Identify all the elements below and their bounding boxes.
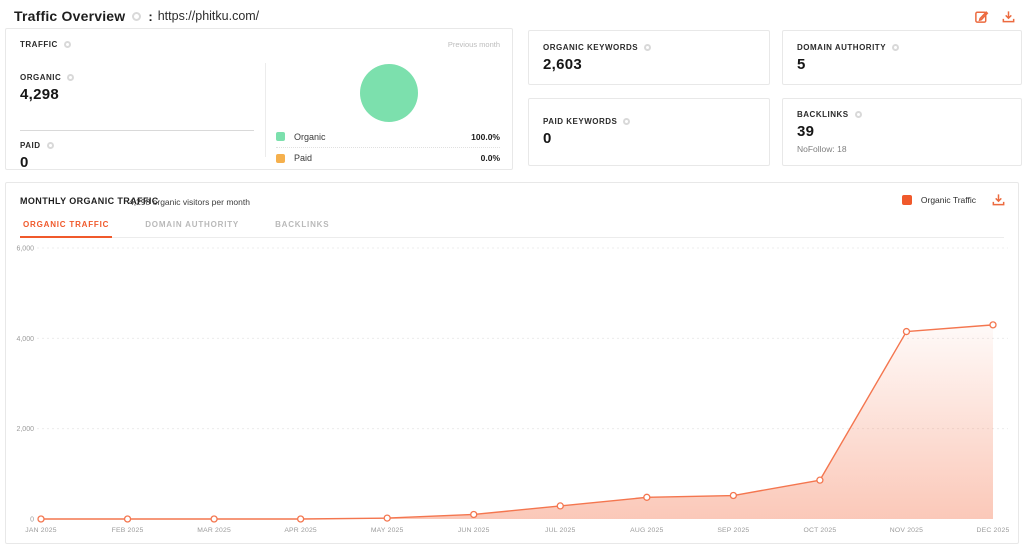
domain-authority-card: DOMAIN AUTHORITY 5	[782, 30, 1022, 85]
legend-percentage: 100.0%	[471, 131, 500, 142]
chart-point[interactable]	[816, 476, 824, 484]
domain-authority-value: 5	[797, 55, 806, 73]
previous-month-label: Previous month	[447, 40, 500, 49]
divider	[20, 130, 254, 131]
chart-point[interactable]	[989, 321, 997, 329]
paid-label: PAID	[20, 141, 41, 150]
legend-label: Paid	[294, 153, 313, 163]
chart-point[interactable]	[210, 515, 218, 523]
info-icon[interactable]	[623, 118, 631, 125]
chart-point[interactable]	[470, 510, 478, 519]
tab-domain-authority[interactable]: DOMAIN AUTHORITY	[145, 220, 240, 229]
organic-traffic-line-chart: 0 2,000 4,000 6,000 JAN 2025 FEB 2025 MAR 2025…	[16, 246, 1010, 535]
card-label: BACKLINKS	[797, 110, 849, 119]
edit-icon[interactable]	[974, 9, 989, 24]
svg-text:0: 0	[30, 517, 34, 524]
chart-point[interactable]	[729, 491, 738, 500]
chart-point[interactable]	[902, 327, 911, 336]
paid-keywords-card: PAID KEYWORDS 0	[528, 98, 770, 166]
page-title: Traffic Overview	[14, 8, 126, 24]
tab-backlinks[interactable]: BACKLINKS	[275, 220, 330, 229]
svg-text:JAN 2025: JAN 2025	[25, 527, 56, 534]
info-icon[interactable]	[132, 11, 142, 21]
chart-point[interactable]	[296, 515, 305, 523]
organic-keywords-card: ORGANIC KEYWORDS 2,603	[528, 30, 770, 85]
chart-point[interactable]	[383, 514, 391, 522]
download-icon[interactable]	[991, 192, 1006, 207]
info-icon[interactable]	[644, 43, 652, 51]
section-title: MONTHLY ORGANIC TRAFFIC	[20, 196, 159, 206]
backlinks-card: BACKLINKS 39 NoFollow: 18	[782, 98, 1022, 166]
paid-keywords-value: 0	[543, 130, 552, 147]
organic-keywords-value: 2,603	[543, 55, 583, 73]
card-label: PAID KEYWORDS	[543, 117, 618, 126]
chart-point[interactable]	[643, 493, 651, 501]
download-icon[interactable]	[1001, 9, 1016, 24]
legend-label: Organic	[294, 131, 326, 142]
chart-point[interactable]	[556, 502, 564, 510]
svg-text:JUN 2025: JUN 2025	[458, 527, 490, 534]
section-subtitle: 4,298 organic visitors per month	[129, 196, 250, 207]
organic-traffic-swatch	[901, 194, 912, 205]
svg-text:6,000: 6,000	[16, 246, 34, 253]
svg-text:SEP 2025: SEP 2025	[717, 527, 749, 534]
chart-point[interactable]	[37, 515, 45, 523]
svg-text:4,000: 4,000	[16, 336, 34, 343]
legend-percentage: 0.0%	[480, 153, 500, 163]
svg-text:MAR 2025: MAR 2025	[197, 527, 231, 534]
svg-text:JUL 2025: JUL 2025	[545, 527, 575, 534]
organic-traffic-value: 4,298	[20, 86, 60, 103]
traffic-panel: TRAFFIC ORGANIC 4,298 PAID 0 Previous mo…	[5, 28, 513, 171]
pie-legend: Organic 100.0% Paid 0.0%	[276, 126, 500, 168]
chart-point[interactable]	[123, 515, 132, 523]
info-icon[interactable]	[63, 41, 71, 48]
info-icon[interactable]	[892, 43, 900, 51]
chart-legend-label: Organic Traffic	[920, 194, 976, 205]
organic-label: ORGANIC	[20, 73, 62, 82]
svg-text:FEB 2025: FEB 2025	[112, 527, 144, 534]
svg-text:APR 2025: APR 2025	[284, 527, 317, 534]
svg-text:OCT 2025: OCT 2025	[803, 527, 836, 534]
vertical-divider	[265, 63, 266, 157]
paid-traffic-value: 0	[20, 154, 29, 171]
info-icon[interactable]	[46, 142, 54, 149]
chart-tabs: ORGANIC TRAFFIC DOMAIN AUTHORITY BACKLIN…	[20, 214, 1004, 238]
organic-swatch	[276, 132, 285, 141]
nofollow-count: NoFollow: 18	[797, 144, 847, 154]
site-url: https://phitku.com/	[157, 9, 260, 23]
traffic-label: TRAFFIC	[20, 40, 58, 49]
card-label: ORGANIC KEYWORDS	[543, 42, 639, 52]
page-header: Traffic Overview : https://phitku.com/	[14, 5, 1016, 27]
svg-text:NOV 2025: NOV 2025	[890, 527, 923, 534]
svg-text:AUG 2025: AUG 2025	[630, 527, 663, 534]
organic-paid-pie-chart	[360, 64, 418, 122]
monthly-organic-traffic-panel: MONTHLY ORGANIC TRAFFIC 4,298 organic vi…	[5, 182, 1019, 544]
tab-organic-traffic[interactable]: ORGANIC TRAFFIC	[20, 214, 113, 238]
svg-text:2,000: 2,000	[16, 426, 34, 433]
legend-row-paid: Paid 0.0%	[276, 147, 500, 168]
backlinks-value: 39	[797, 123, 815, 140]
info-icon[interactable]	[854, 111, 862, 118]
info-icon[interactable]	[67, 74, 75, 81]
svg-text:MAY 2025: MAY 2025	[371, 527, 404, 534]
url-separator: :	[148, 8, 153, 24]
card-label: DOMAIN AUTHORITY	[797, 42, 887, 52]
svg-text:DEC 2025: DEC 2025	[977, 527, 1010, 534]
paid-swatch	[276, 153, 285, 163]
legend-row-organic: Organic 100.0%	[276, 126, 500, 147]
